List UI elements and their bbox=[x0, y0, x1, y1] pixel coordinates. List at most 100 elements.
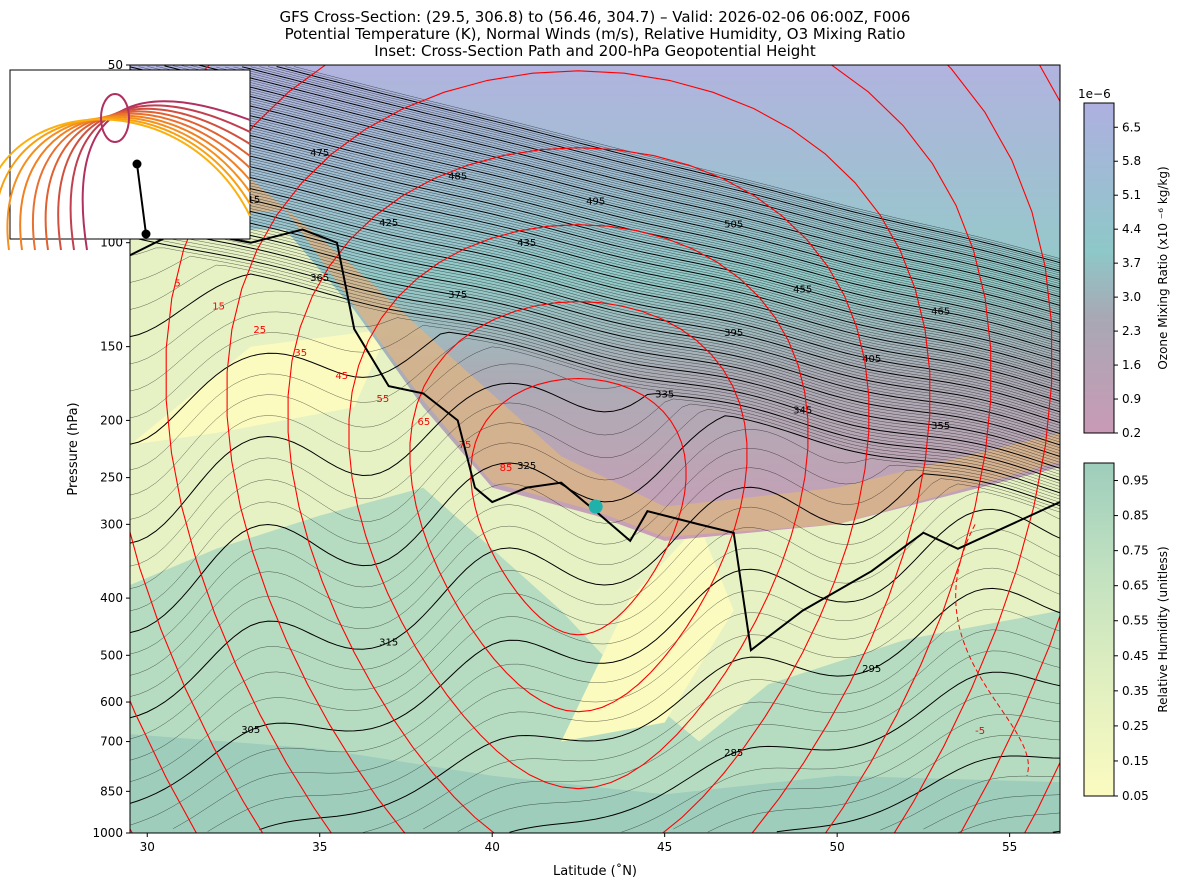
theta-contour bbox=[130, 93, 1060, 322]
theta-contour-label: 295 bbox=[862, 664, 881, 675]
theta-contour bbox=[130, 103, 1060, 331]
colorbar-tick-label: 0.15 bbox=[1122, 754, 1149, 768]
wind-contour bbox=[287, 147, 870, 833]
wind-contour-label: 15 bbox=[212, 302, 225, 313]
theta-contour bbox=[130, 66, 1060, 298]
colorbar-tick-label: 5.8 bbox=[1122, 154, 1141, 168]
colorbar-tick-label: 0.55 bbox=[1122, 614, 1149, 628]
theta-contour bbox=[621, 693, 1060, 833]
theta-contour bbox=[130, 467, 1060, 697]
y-tick-label: 150 bbox=[100, 340, 123, 354]
theta-contour bbox=[130, 178, 1060, 397]
theta-contour bbox=[130, 197, 1060, 413]
theta-contour bbox=[130, 382, 1060, 544]
theta-contour-label: 425 bbox=[379, 218, 398, 229]
theta-contour bbox=[267, 66, 1060, 266]
colorbar-label: Ozone Mixing Ratio (x10 ⁻⁶ kg/kg) bbox=[1156, 166, 1170, 369]
theta-contour bbox=[130, 216, 1060, 429]
theta-contour bbox=[130, 78, 1060, 308]
colorbar-tick-label: 0.45 bbox=[1122, 649, 1149, 663]
colorbar-tick-label: 6.5 bbox=[1122, 120, 1141, 134]
y-tick-label: 250 bbox=[100, 471, 123, 485]
negative-wind-contour bbox=[955, 524, 1029, 776]
theta-contour bbox=[173, 65, 1060, 287]
theta-contour bbox=[207, 567, 1060, 832]
y-tick-label: 600 bbox=[100, 695, 123, 709]
y-tick-label: 700 bbox=[100, 735, 123, 749]
title-line-2: Potential Temperature (K), Normal Winds … bbox=[284, 25, 906, 43]
wind-contour-label: 55 bbox=[376, 394, 389, 405]
theta-contour bbox=[130, 290, 1060, 460]
theta-contour bbox=[130, 109, 1060, 336]
theta-contour bbox=[130, 98, 1060, 326]
title-line-1: GFS Cross-Section: (29.5, 306.8) to (56.… bbox=[279, 8, 911, 26]
path-endpoint-south bbox=[141, 229, 151, 239]
theta-contour bbox=[130, 149, 1060, 372]
theta-contour bbox=[216, 66, 1060, 278]
theta-contour bbox=[130, 311, 1060, 463]
colorbar-ozone bbox=[1083, 102, 1115, 434]
theta-contour bbox=[130, 114, 1060, 340]
wind-contour bbox=[409, 301, 748, 713]
theta-contour bbox=[130, 184, 1060, 402]
theta-contour bbox=[362, 608, 1060, 833]
theta-contour bbox=[130, 127, 1060, 352]
theta-contour bbox=[957, 812, 1060, 833]
wind-contour-label: 45 bbox=[335, 371, 348, 382]
colorbar-tick-label: 1.6 bbox=[1122, 358, 1141, 372]
theta-contour bbox=[130, 337, 1060, 472]
theta-contour bbox=[130, 146, 1060, 369]
theta-contour bbox=[130, 219, 1060, 432]
theta-contour bbox=[164, 65, 1060, 289]
colorbar-tick-label: 4.4 bbox=[1122, 222, 1141, 236]
rh-dry-region bbox=[561, 524, 734, 742]
theta-contour bbox=[130, 491, 1060, 783]
theta-contour bbox=[130, 130, 1060, 355]
theta-contour bbox=[707, 735, 1060, 833]
theta-contour-label: 315 bbox=[379, 638, 398, 649]
theta-contour bbox=[190, 65, 1060, 282]
theta-contour bbox=[130, 124, 1060, 350]
theta-contour bbox=[198, 65, 1060, 281]
theta-contour-label: 495 bbox=[586, 196, 605, 207]
geopotential-contour bbox=[0, 118, 251, 217]
y-tick-label: 850 bbox=[100, 784, 123, 798]
inset-map bbox=[0, 69, 251, 251]
y-tick-label: 500 bbox=[100, 648, 123, 662]
theta-contour bbox=[130, 331, 1060, 469]
colorbar-tick-label: 2.3 bbox=[1122, 324, 1141, 338]
x-tick-label: 50 bbox=[830, 840, 845, 854]
y-axis-label: Pressure (hPa) bbox=[66, 402, 81, 495]
theta-contour bbox=[130, 363, 1060, 520]
theta-contour bbox=[130, 163, 1060, 384]
x-tick-label: 45 bbox=[657, 840, 672, 854]
theta-contour bbox=[130, 273, 1060, 457]
wind-contour-label: 25 bbox=[253, 325, 266, 336]
theta-contour bbox=[130, 122, 1060, 347]
colorbar-tick-label: 0.2 bbox=[1122, 426, 1141, 440]
colorbar-tick-label: 0.95 bbox=[1122, 474, 1149, 488]
colorbar-tick-label: 3.0 bbox=[1122, 290, 1141, 304]
theta-contour bbox=[130, 83, 1060, 313]
colorbar-label: Relative Humidity (unitless) bbox=[1156, 546, 1170, 712]
theta-contour bbox=[130, 169, 1060, 389]
theta-contour bbox=[130, 222, 1060, 435]
theta-contour bbox=[130, 116, 1060, 343]
title-line-3: Inset: Cross-Section Path and 200-hPa Ge… bbox=[374, 42, 816, 60]
theta-contour bbox=[259, 66, 1060, 268]
path-endpoint-north bbox=[132, 159, 142, 169]
point-marker bbox=[588, 499, 603, 514]
theta-contour-label: 335 bbox=[655, 390, 674, 401]
theta-contour bbox=[147, 66, 1060, 293]
theta-contour bbox=[233, 66, 1060, 274]
theta-contour bbox=[509, 671, 1060, 833]
x-tick-label: 55 bbox=[1002, 840, 1017, 854]
theta-contour bbox=[172, 547, 1060, 829]
theta-contour bbox=[130, 403, 1060, 589]
theta-contour bbox=[130, 152, 1060, 374]
rh-moist-region bbox=[130, 487, 1060, 833]
theta-contour-label: 415 bbox=[241, 195, 260, 206]
theta-contour-label: 455 bbox=[793, 284, 812, 295]
theta-contour bbox=[130, 483, 1060, 761]
theta-contour bbox=[130, 106, 1060, 334]
